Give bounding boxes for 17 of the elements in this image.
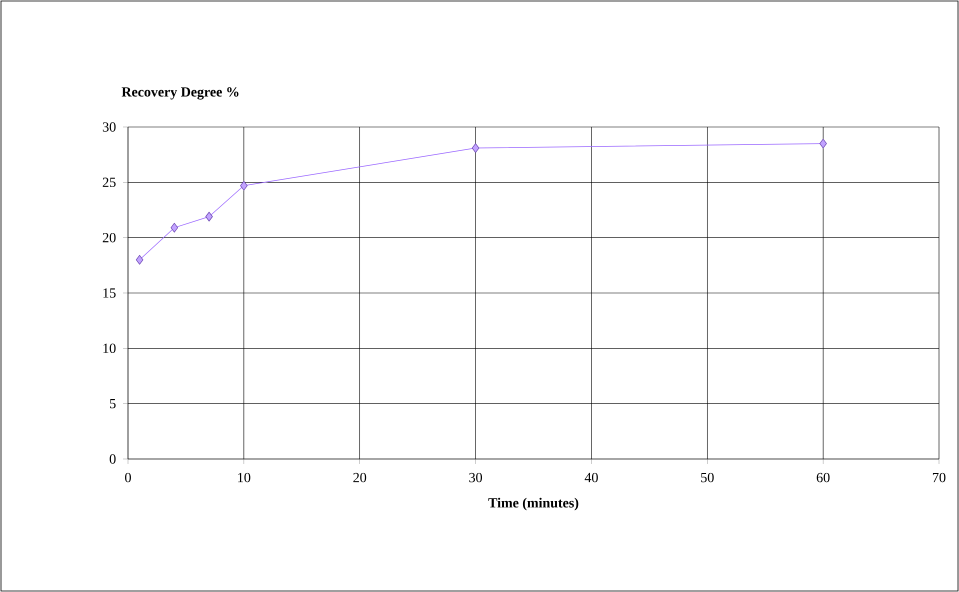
x-tick-label: 0 <box>125 472 131 482</box>
y-tick-label: 10 <box>103 344 116 354</box>
x-tick-label: 50 <box>701 472 714 482</box>
x-tick-label: 40 <box>584 472 598 482</box>
x-tick-label: 10 <box>238 472 250 482</box>
x-axis-title: Time (minutes) <box>488 498 578 510</box>
y-tick-label: 15 <box>103 288 116 298</box>
y-tick-label: 20 <box>102 232 116 242</box>
x-tick-label: 30 <box>469 472 482 482</box>
x-tick-label: 70 <box>932 472 946 482</box>
x-tick-label: 60 <box>816 472 830 482</box>
x-tick-label: 20 <box>353 472 366 482</box>
y-tick-label: 0 <box>110 454 116 464</box>
chart-title: Recovery Degree % <box>122 87 238 100</box>
y-tick-label: 30 <box>102 122 116 132</box>
y-tick-label: 25 <box>102 178 116 188</box>
y-tick-label: 5 <box>110 399 116 408</box>
